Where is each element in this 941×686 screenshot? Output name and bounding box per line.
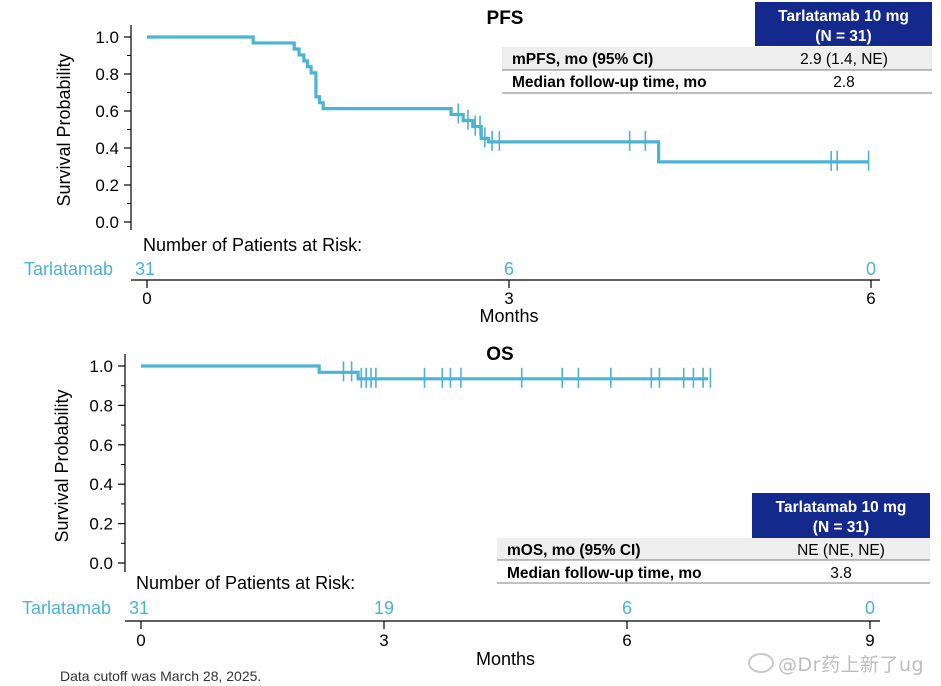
y-axis-label: Survival Probability bbox=[54, 53, 74, 206]
summary-header-line2: (N = 31) bbox=[815, 28, 871, 45]
km-curve-tarlatamab bbox=[141, 364, 708, 381]
y-tick-label: 0.2 bbox=[95, 176, 119, 195]
weibo-icon bbox=[748, 653, 774, 673]
risk-count: 31 bbox=[129, 598, 149, 618]
risk-table-title: Number of Patients at Risk: bbox=[143, 235, 362, 255]
y-axis-label: Survival Probability bbox=[52, 389, 72, 542]
watermark-text: @Dr药上新了ug bbox=[778, 654, 925, 676]
chart-panel-os: OS 0.0 0.2 0.4 0.6 0.8 1.0 Survival Probability… bbox=[22, 344, 930, 669]
summary-header-bg bbox=[755, 2, 932, 46]
x-tick-label: 3 bbox=[379, 631, 388, 650]
summary-row-label: mOS, mo (95% CI) bbox=[507, 542, 641, 559]
summary-row-value: NE (NE, NE) bbox=[797, 542, 885, 559]
summary-header-line2: (N = 31) bbox=[813, 519, 869, 536]
summary-row-value: 2.9 (1.4, NE) bbox=[800, 51, 888, 68]
summary-header-line1: Tarlatamab 10 mg bbox=[778, 8, 909, 25]
risk-count: 0 bbox=[866, 259, 876, 279]
y-tick-label: 0.6 bbox=[95, 102, 119, 121]
y-tick-label: 0.8 bbox=[95, 65, 119, 84]
summary-row-label: Median follow-up time, mo bbox=[512, 74, 707, 91]
x-axis-label: Months bbox=[476, 649, 535, 669]
risk-table-title: Number of Patients at Risk: bbox=[136, 573, 355, 593]
risk-count: 31 bbox=[135, 259, 155, 279]
chart-title: PFS bbox=[487, 8, 524, 29]
x-tick-label: 3 bbox=[504, 289, 513, 308]
y-tick-label: 0.0 bbox=[95, 213, 119, 232]
data-cutoff-note: Data cutoff was March 28, 2025. bbox=[60, 668, 262, 684]
x-tick-label: 9 bbox=[865, 631, 874, 650]
x-tick-label: 6 bbox=[622, 631, 631, 650]
y-tick-label: 1.0 bbox=[89, 357, 113, 376]
summary-header-line1: Tarlatamab 10 mg bbox=[776, 499, 907, 516]
risk-row-label: Tarlatamab bbox=[22, 598, 111, 618]
summary-row-bg bbox=[502, 47, 932, 70]
y-tick-label: 0.4 bbox=[95, 139, 119, 158]
summary-row-label: Median follow-up time, mo bbox=[507, 565, 702, 582]
summary-row-value: 3.8 bbox=[830, 565, 852, 582]
summary-row-label: mPFS, mo (95% CI) bbox=[512, 51, 653, 68]
summary-row-value: 2.8 bbox=[833, 74, 855, 91]
chart-panel-pfs: PFS 0.0 0.2 0.4 0.6 0.8 1.0 Survival Probabilit… bbox=[24, 2, 932, 326]
summary-header-bg bbox=[752, 493, 930, 538]
summary-row-bg bbox=[497, 538, 930, 560]
x-tick-label: 0 bbox=[136, 631, 145, 650]
x-tick-label: 0 bbox=[142, 289, 151, 308]
y-tick-label: 0.4 bbox=[89, 475, 113, 494]
risk-row-label: Tarlatamab bbox=[24, 259, 113, 279]
y-tick-label: 0.0 bbox=[89, 554, 113, 573]
risk-count: 6 bbox=[622, 598, 632, 618]
chart-title: OS bbox=[486, 344, 513, 365]
x-axis-label: Months bbox=[479, 306, 538, 326]
y-tick-label: 0.6 bbox=[89, 436, 113, 455]
km-curve-tarlatamab bbox=[147, 35, 869, 164]
y-tick-label: 0.2 bbox=[89, 515, 113, 534]
y-tick-label: 0.8 bbox=[89, 396, 113, 415]
y-tick-label: 1.0 bbox=[95, 28, 119, 47]
watermark: @Dr药上新了ug bbox=[748, 650, 924, 677]
x-tick-label: 6 bbox=[866, 289, 875, 308]
risk-count: 0 bbox=[865, 598, 875, 618]
risk-count: 19 bbox=[374, 598, 394, 618]
risk-count: 6 bbox=[504, 259, 514, 279]
